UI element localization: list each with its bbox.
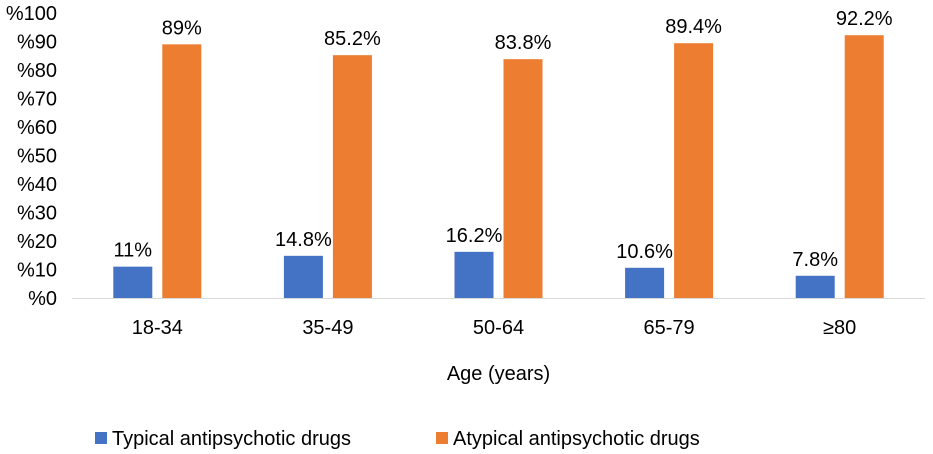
y-tick-label: %40 — [17, 174, 57, 196]
bar-atypical — [332, 55, 372, 299]
data-label: 10.6% — [616, 241, 673, 263]
bar-typical — [625, 267, 665, 298]
y-axis-ticks: %0 %10 %20 %30 %40 %50 %60 %70 %80 %90 %100 — [6, 3, 57, 310]
data-label: 11% — [114, 240, 153, 262]
y-tick-label: %10 — [17, 260, 57, 282]
y-tick-label: %30 — [17, 203, 57, 225]
x-tick-label: 18-34 — [132, 317, 183, 339]
y-tick-label: %80 — [17, 60, 57, 82]
bar-typical — [795, 275, 835, 298]
data-label: 7.8% — [792, 249, 838, 271]
data-label: 83.8% — [495, 32, 552, 54]
legend-swatch — [436, 432, 448, 444]
data-label: 14.8% — [275, 229, 332, 251]
x-axis-title: Age (years) — [447, 363, 550, 385]
y-tick-label: %20 — [17, 231, 57, 253]
y-tick-label: %100 — [6, 3, 57, 25]
x-tick-label: ≥80 — [823, 317, 856, 339]
data-label: 92.2% — [836, 8, 893, 30]
x-tick-label: 35-49 — [302, 317, 353, 339]
y-tick-label: %70 — [17, 89, 57, 111]
data-label: 85.2% — [324, 28, 381, 50]
x-tick-label: 50-64 — [473, 317, 524, 339]
data-label: 89% — [162, 17, 202, 39]
legend-label: Atypical antipsychotic drugs — [453, 428, 700, 450]
bars: 11% 89% 14.8% 85.2% 16.2% 83.8% 10.6% 89.4% 7.8%… — [113, 8, 893, 299]
bar-typical — [454, 251, 494, 298]
bar-atypical — [674, 43, 714, 299]
bar-typical — [113, 266, 153, 298]
legend-swatch — [95, 432, 107, 444]
data-label: 89.4% — [665, 16, 722, 38]
bar-atypical — [162, 44, 202, 298]
y-tick-label: %50 — [17, 146, 57, 168]
y-tick-label: %90 — [17, 32, 57, 54]
y-tick-label: %60 — [17, 117, 57, 139]
bar-typical — [283, 255, 323, 298]
x-tick-label: 65-79 — [644, 317, 695, 339]
legend-label: Typical antipsychotic drugs — [112, 428, 351, 450]
data-label: 16.2% — [446, 225, 503, 247]
legend: Typical antipsychotic drugs Atypical anti… — [95, 428, 700, 450]
bar-atypical — [844, 35, 884, 298]
y-tick-label: %0 — [28, 288, 57, 310]
x-axis-ticks: 18-34 35-49 50-64 65-79 ≥80 — [132, 317, 857, 339]
bar-atypical — [503, 59, 543, 298]
